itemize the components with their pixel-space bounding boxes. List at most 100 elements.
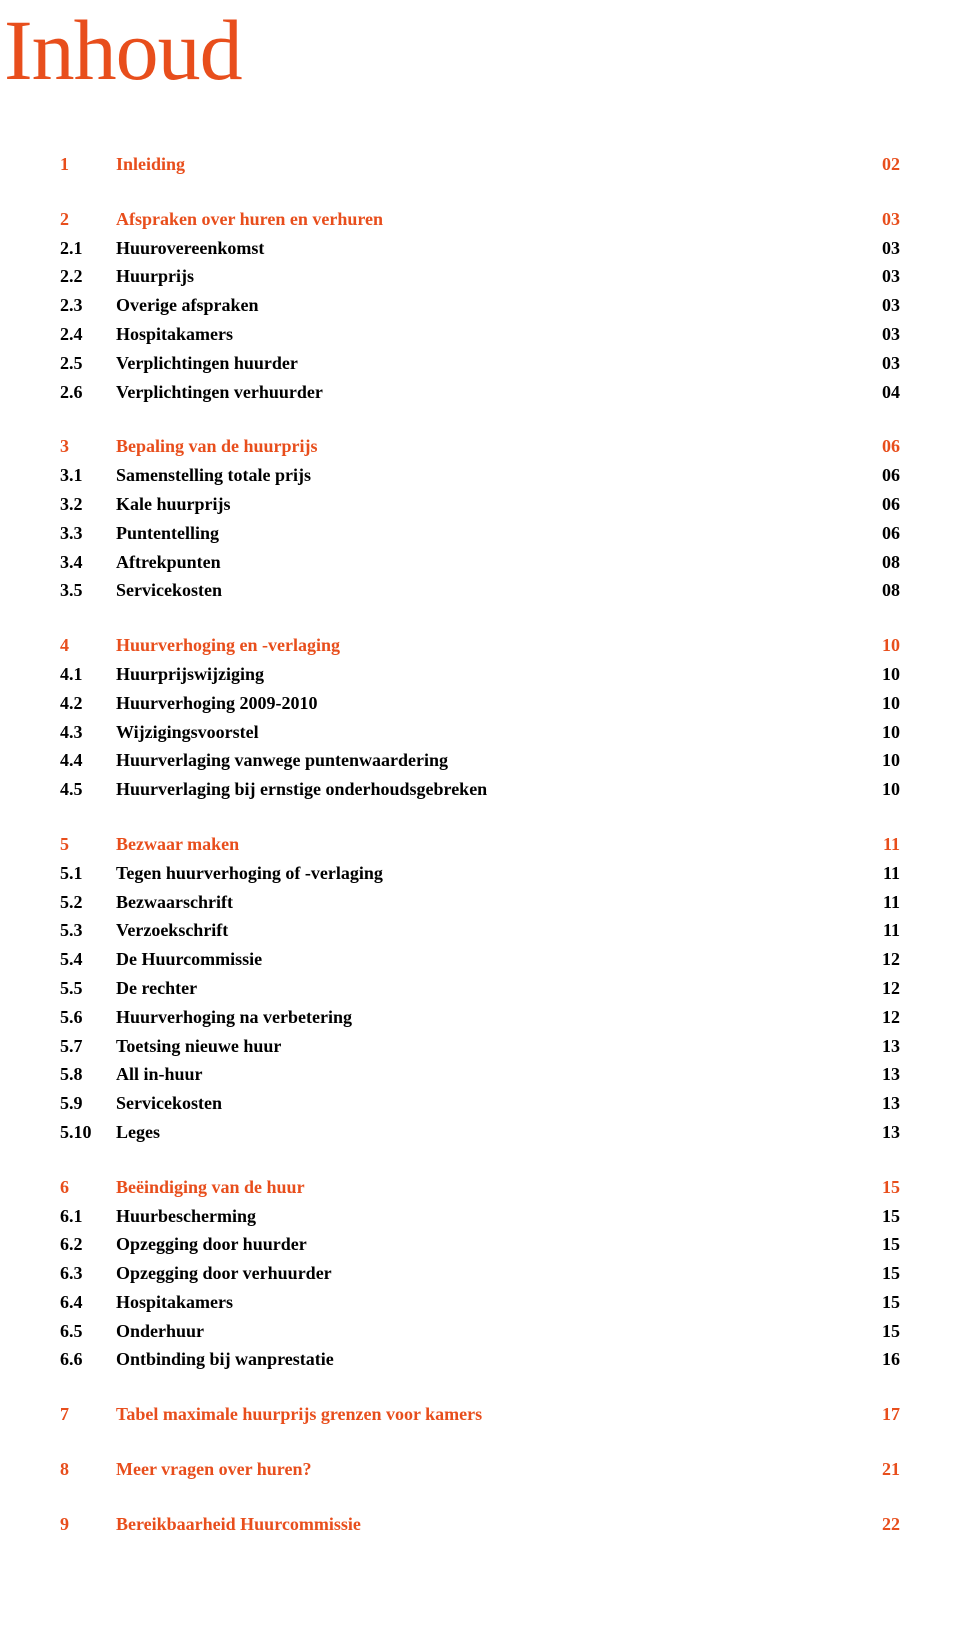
toc-sub-number: 5.4: [60, 945, 116, 974]
toc-sub-row[interactable]: 5.10Leges13: [60, 1118, 900, 1147]
toc-sub-row[interactable]: 5.4De Huurcommissie12: [60, 945, 900, 974]
toc-sub-page: 15: [860, 1230, 900, 1259]
toc-sub-label: De Huurcommissie: [116, 945, 860, 974]
toc-heading-number: 1: [60, 150, 116, 179]
toc-sub-number: 5.2: [60, 888, 116, 917]
toc-sub-number: 6.4: [60, 1288, 116, 1317]
toc-section: 2Afspraken over huren en verhuren032.1Hu…: [60, 205, 900, 407]
toc-sub-page: 03: [860, 262, 900, 291]
toc-sub-page: 15: [860, 1317, 900, 1346]
toc-sub-row[interactable]: 5.2Bezwaarschrift11: [60, 888, 900, 917]
toc-sub-row[interactable]: 6.6Ontbinding bij wanprestatie16: [60, 1345, 900, 1374]
toc-heading-number: 3: [60, 432, 116, 461]
toc-heading-page: 17: [860, 1400, 900, 1429]
toc-sub-number: 4.5: [60, 775, 116, 804]
toc-sub-label: Huurbescherming: [116, 1202, 860, 1231]
toc-heading-row[interactable]: 8Meer vragen over huren?21: [60, 1455, 900, 1484]
toc-sub-label: Hospitakamers: [116, 1288, 860, 1317]
toc-sub-label: Huurovereenkomst: [116, 234, 860, 263]
toc-sub-row[interactable]: 6.5Onderhuur15: [60, 1317, 900, 1346]
toc-sub-row[interactable]: 5.3Verzoekschrift11: [60, 916, 900, 945]
toc-sub-row[interactable]: 5.6Huurverhoging na verbetering12: [60, 1003, 900, 1032]
toc-sub-number: 3.1: [60, 461, 116, 490]
toc-sub-label: De rechter: [116, 974, 860, 1003]
toc-sub-row[interactable]: 5.7Toetsing nieuwe huur13: [60, 1032, 900, 1061]
toc-sub-page: 10: [860, 746, 900, 775]
toc-heading-label: Meer vragen over huren?: [116, 1455, 860, 1484]
toc-sub-label: Kale huurprijs: [116, 490, 860, 519]
toc-sub-row[interactable]: 2.5Verplichtingen huurder03: [60, 349, 900, 378]
toc-sub-row[interactable]: 3.5Servicekosten08: [60, 576, 900, 605]
toc-heading-number: 4: [60, 631, 116, 660]
toc-heading-label: Bereikbaarheid Huurcommissie: [116, 1510, 860, 1539]
toc-sub-number: 3.3: [60, 519, 116, 548]
toc-sub-page: 12: [860, 974, 900, 1003]
toc-heading-row[interactable]: 5Bezwaar maken11: [60, 830, 900, 859]
toc-sub-row[interactable]: 2.1Huurovereenkomst03: [60, 234, 900, 263]
toc-sub-number: 6.6: [60, 1345, 116, 1374]
toc-heading-row[interactable]: 9Bereikbaarheid Huurcommissie22: [60, 1510, 900, 1539]
toc-heading-label: Bepaling van de huurprijs: [116, 432, 860, 461]
toc-sub-label: Ontbinding bij wanprestatie: [116, 1345, 860, 1374]
toc-sub-row[interactable]: 4.5Huurverlaging bij ernstige onderhouds…: [60, 775, 900, 804]
toc-sub-page: 11: [860, 859, 900, 888]
toc-heading-page: 15: [860, 1173, 900, 1202]
toc-sub-row[interactable]: 6.3Opzegging door verhuurder15: [60, 1259, 900, 1288]
toc-sub-label: Hospitakamers: [116, 320, 860, 349]
toc-sub-number: 2.5: [60, 349, 116, 378]
toc-sub-row[interactable]: 6.4Hospitakamers15: [60, 1288, 900, 1317]
toc-sub-number: 4.3: [60, 718, 116, 747]
toc-sub-number: 4.1: [60, 660, 116, 689]
toc-heading-row[interactable]: 6Beëindiging van de huur15: [60, 1173, 900, 1202]
toc-sub-row[interactable]: 4.4Huurverlaging vanwege puntenwaarderin…: [60, 746, 900, 775]
toc-heading-label: Huurverhoging en -verlaging: [116, 631, 860, 660]
toc-section: 6Beëindiging van de huur156.1Huurbescher…: [60, 1173, 900, 1375]
toc-section: 4Huurverhoging en -verlaging104.1Huurpri…: [60, 631, 900, 804]
toc-heading-number: 6: [60, 1173, 116, 1202]
toc-sub-label: Toetsing nieuwe huur: [116, 1032, 860, 1061]
toc-sub-label: Huurverlaging bij ernstige onderhoudsgeb…: [116, 775, 860, 804]
toc-sub-row[interactable]: 2.6Verplichtingen verhuurder04: [60, 378, 900, 407]
toc-sub-row[interactable]: 3.1Samenstelling totale prijs06: [60, 461, 900, 490]
toc-heading-number: 5: [60, 830, 116, 859]
toc-sub-number: 6.3: [60, 1259, 116, 1288]
toc-sub-page: 03: [860, 320, 900, 349]
toc-sub-number: 2.1: [60, 234, 116, 263]
toc-sub-label: Huurprijs: [116, 262, 860, 291]
toc-sub-row[interactable]: 4.3Wijzigingsvoorstel10: [60, 718, 900, 747]
toc-heading-row[interactable]: 2Afspraken over huren en verhuren03: [60, 205, 900, 234]
toc-sub-number: 5.3: [60, 916, 116, 945]
toc-sub-row[interactable]: 3.4Aftrekpunten08: [60, 548, 900, 577]
toc-sub-number: 6.5: [60, 1317, 116, 1346]
toc-sub-row[interactable]: 6.1Huurbescherming15: [60, 1202, 900, 1231]
toc-sub-label: Servicekosten: [116, 1089, 860, 1118]
toc-sub-number: 2.6: [60, 378, 116, 407]
toc-heading-label: Bezwaar maken: [116, 830, 860, 859]
toc-sub-row[interactable]: 3.3Puntentelling06: [60, 519, 900, 548]
toc-sub-row[interactable]: 4.1Huurprijswijziging10: [60, 660, 900, 689]
toc-sub-row[interactable]: 2.2Huurprijs03: [60, 262, 900, 291]
toc-section: 3Bepaling van de huurprijs063.1Samenstel…: [60, 432, 900, 605]
toc-sub-page: 04: [860, 378, 900, 407]
toc-sub-label: Puntentelling: [116, 519, 860, 548]
toc-sub-number: 2.2: [60, 262, 116, 291]
toc-heading-row[interactable]: 7Tabel maximale huurprijs grenzen voor k…: [60, 1400, 900, 1429]
toc-sub-row[interactable]: 5.5De rechter12: [60, 974, 900, 1003]
toc-sub-row[interactable]: 6.2Opzegging door huurder15: [60, 1230, 900, 1259]
toc-sub-row[interactable]: 2.4Hospitakamers03: [60, 320, 900, 349]
toc-sub-number: 5.5: [60, 974, 116, 1003]
toc-heading-label: Afspraken over huren en verhuren: [116, 205, 860, 234]
toc-sub-row[interactable]: 5.9Servicekosten13: [60, 1089, 900, 1118]
toc-heading-row[interactable]: 4Huurverhoging en -verlaging10: [60, 631, 900, 660]
table-of-contents: 1Inleiding02 2Afspraken over huren en ver…: [60, 150, 900, 1539]
toc-heading-row[interactable]: 1Inleiding02: [60, 150, 900, 179]
toc-heading-row[interactable]: 3Bepaling van de huurprijs06: [60, 432, 900, 461]
toc-sub-row[interactable]: 2.3Overige afspraken03: [60, 291, 900, 320]
toc-sub-row[interactable]: 4.2Huurverhoging 2009-201010: [60, 689, 900, 718]
toc-sub-label: Onderhuur: [116, 1317, 860, 1346]
toc-sub-label: Bezwaarschrift: [116, 888, 860, 917]
toc-sub-row[interactable]: 5.1Tegen huurverhoging of -verlaging11: [60, 859, 900, 888]
toc-sub-row[interactable]: 5.8All in-huur13: [60, 1060, 900, 1089]
toc-heading-page: 21: [860, 1455, 900, 1484]
toc-sub-row[interactable]: 3.2Kale huurprijs06: [60, 490, 900, 519]
